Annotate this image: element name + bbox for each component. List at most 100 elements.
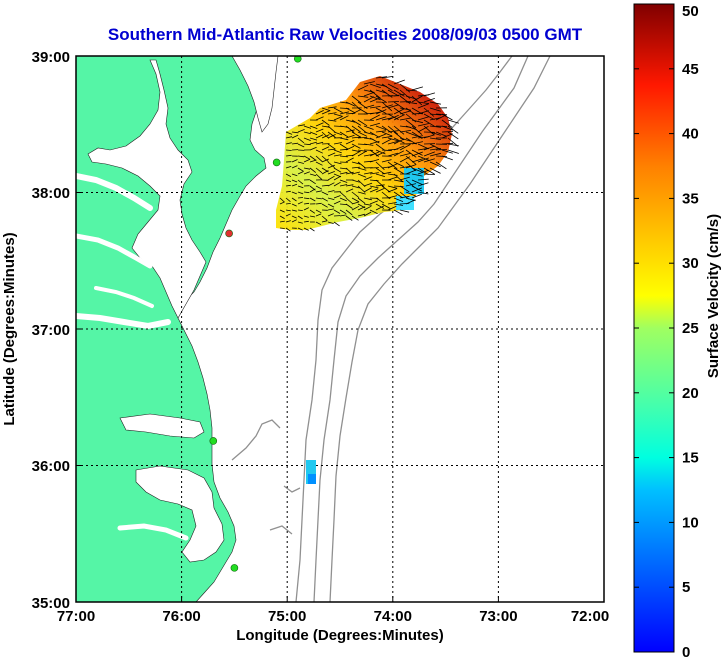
velocity-vector (333, 200, 341, 205)
velocity-vector (339, 179, 348, 183)
velocity-vector (327, 171, 335, 175)
velocity-vector (333, 175, 341, 181)
velocity-vector (279, 209, 285, 213)
velocity-vector (327, 161, 335, 169)
velocity-vector (411, 125, 423, 135)
velocity-vector (327, 203, 335, 208)
velocity-vector (291, 159, 298, 163)
velocity-vector (429, 152, 441, 157)
velocity-vector (303, 202, 310, 205)
velocity-vector (345, 197, 353, 204)
x-axis-label: Longitude (Degrees:Minutes) (236, 627, 444, 644)
velocity-vector (321, 220, 328, 223)
x-tick-labels: 77:00 76:00 75:00 74:00 73:00 72:00 (57, 608, 609, 625)
velocity-vector (375, 197, 385, 204)
velocity-vector (357, 84, 369, 91)
velocity-vector (399, 144, 411, 151)
velocity-vector (285, 149, 292, 151)
y-tick-label: 36:00 (32, 458, 70, 475)
velocity-vector (363, 143, 374, 146)
velocity-vector (345, 203, 353, 209)
velocity-vector (351, 143, 361, 149)
velocity-vector (381, 83, 393, 91)
velocity-vector (405, 191, 416, 197)
velocity-vector (399, 137, 411, 142)
x-tick-label: 75:00 (268, 608, 306, 625)
velocity-vector (357, 191, 366, 195)
velocity-vector (363, 96, 375, 103)
y-tick-label: 35:00 (32, 595, 70, 612)
velocity-vector (291, 209, 297, 212)
velocity-vector (333, 161, 342, 165)
velocity-vector (393, 114, 405, 121)
velocity-vector (327, 221, 334, 224)
velocity-cell-south (306, 460, 316, 484)
velocity-vector (369, 159, 380, 163)
velocity-vector (393, 101, 405, 110)
velocity-vector (303, 155, 311, 160)
velocity-vector (309, 131, 318, 136)
velocity-vector (399, 83, 411, 93)
velocity-vector (321, 134, 330, 139)
velocity-vector (303, 215, 309, 218)
velocity-vector (345, 209, 353, 216)
velocity-vector (327, 190, 335, 193)
velocity-vector (333, 116, 343, 121)
velocity-vector (351, 191, 360, 198)
x-tick-label: 72:00 (571, 608, 609, 625)
velocity-vector (285, 184, 291, 187)
velocity-vector (363, 154, 374, 157)
velocity-vector (447, 149, 459, 154)
velocity-vector (315, 209, 322, 214)
colorbar-tick-label: 35 (682, 190, 699, 207)
velocity-vector (393, 161, 404, 167)
velocity-vector (405, 101, 418, 105)
velocity-vector (387, 161, 398, 170)
velocity-vector (375, 205, 384, 211)
velocity-vector (393, 93, 406, 97)
velocity-vector (435, 131, 447, 137)
velocity-vector (303, 191, 310, 194)
velocity-vector (315, 213, 322, 217)
velocity-vector (297, 227, 303, 231)
velocity-vector (339, 184, 348, 187)
velocity-vector (321, 197, 328, 202)
velocity-vector (291, 131, 299, 134)
velocity-vector (321, 119, 330, 126)
velocity-vector (423, 145, 435, 151)
y-tick-label: 39:00 (32, 49, 70, 66)
velocity-vector (381, 203, 391, 209)
velocity-vector (315, 161, 323, 166)
velocity-vector (393, 173, 404, 183)
velocity-vector (327, 134, 336, 139)
velocity-vector (291, 219, 297, 223)
velocity-vector (423, 113, 435, 121)
colorbar-tick-label: 10 (682, 514, 699, 531)
velocity-vector (339, 171, 348, 175)
velocity-vector (417, 155, 429, 161)
velocity-vector (387, 173, 398, 176)
velocity-vector (441, 113, 453, 121)
velocity-vector (327, 119, 337, 122)
velocity-vector (423, 134, 435, 139)
velocity-vector (375, 125, 387, 131)
velocity-vector (345, 184, 354, 187)
velocity-cell-cyan-2 (396, 196, 414, 210)
velocity-vector (435, 113, 448, 116)
velocity-vector (309, 137, 318, 141)
velocity-vector (315, 128, 324, 133)
velocity-vector (351, 185, 360, 189)
velocity-vector (399, 117, 411, 121)
velocity-vector (387, 195, 398, 199)
velocity-vector (297, 167, 304, 172)
velocity-vector (399, 185, 410, 193)
velocity-vector (309, 125, 318, 129)
velocity-vector (369, 89, 381, 99)
velocity-vector (369, 106, 381, 109)
velocity-vector (297, 197, 304, 199)
velocity-vector (393, 197, 404, 202)
velocity-vector (393, 203, 404, 206)
velocity-vector (375, 161, 385, 170)
velocity-vector (297, 143, 305, 148)
velocity-vector (405, 155, 417, 165)
